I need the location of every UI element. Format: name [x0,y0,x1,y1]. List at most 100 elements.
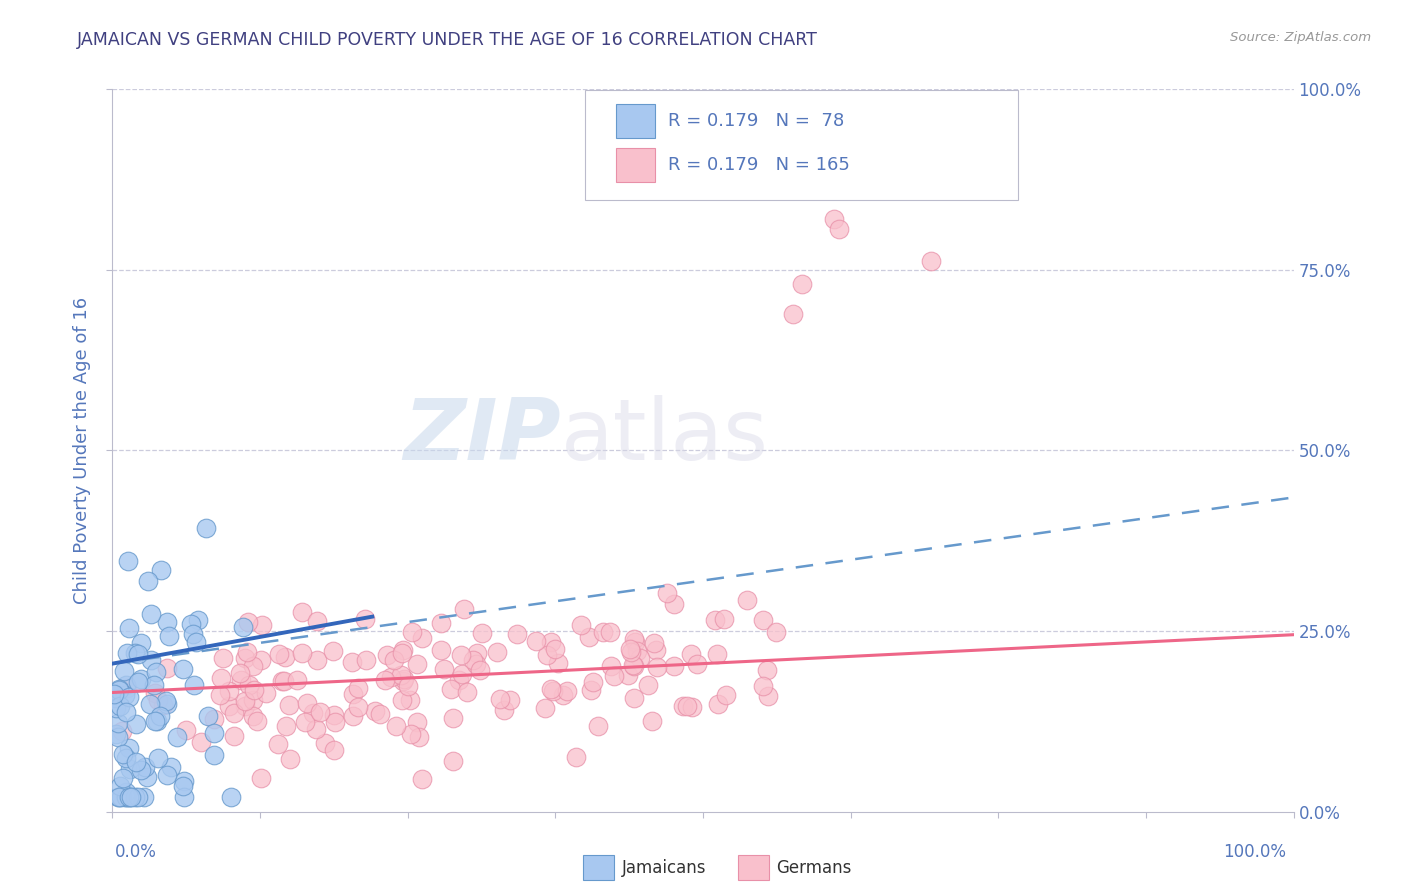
Point [342,708,364,723]
Point [246,714,269,728]
Point [141,652,163,666]
Point [430,642,453,657]
Point [411,772,433,786]
Point [110,790,132,805]
Point [623,691,645,706]
Point [129,672,152,686]
Point [172,663,194,677]
Point [104,726,127,740]
Point [124,790,146,805]
Point [242,693,264,707]
Point [401,624,423,639]
Point [202,748,225,763]
Point [623,635,645,649]
Point [704,613,727,627]
Point [115,646,138,660]
Point [323,743,346,757]
Point [485,645,508,659]
Point [655,586,678,600]
Point [735,593,758,607]
Y-axis label: Child Poverty Under the Age of 16: Child Poverty Under the Age of 16 [73,297,91,604]
Point [782,307,804,321]
Text: JAMAICAN VS GERMAN CHILD POVERTY UNDER THE AGE OF 16 CORRELATION CHART: JAMAICAN VS GERMAN CHILD POVERTY UNDER T… [77,31,818,49]
Point [197,709,219,723]
Point [139,697,162,711]
Point [250,772,273,786]
Point [149,708,172,723]
Point [714,689,737,703]
Point [115,751,138,765]
Point [453,602,475,616]
Point [228,665,250,680]
Point [494,703,516,717]
Point [706,647,728,661]
Point [250,617,273,632]
Point [307,653,329,667]
Point [662,598,685,612]
Point [323,714,346,729]
Point [342,655,364,669]
Point [273,674,295,689]
Point [294,714,316,729]
Point [396,679,419,693]
Point [232,620,254,634]
Point [582,674,605,689]
Point [111,723,134,738]
Point [117,554,139,568]
Point [267,647,290,661]
Point [108,699,131,714]
Point [160,760,183,774]
Point [536,648,558,662]
Point [143,714,166,728]
Point [112,771,135,785]
Point [187,614,209,628]
Point [114,678,136,692]
Point [238,678,260,692]
Point [291,605,314,619]
Point [323,708,346,723]
Point [156,768,179,782]
Point [588,718,610,732]
Point [127,674,149,689]
Point [637,678,659,692]
Point [375,648,398,663]
Point [156,661,179,675]
Point [108,789,131,804]
Point [127,647,149,661]
Point [752,679,775,693]
Text: atlas: atlas [561,394,769,477]
Point [157,629,180,643]
Point [194,521,217,535]
Point [145,686,167,700]
Point [621,658,644,673]
Point [103,687,125,701]
Point [392,673,415,688]
Point [117,741,139,756]
Point [645,642,668,657]
Point [600,659,623,673]
Point [267,737,290,751]
Point [347,700,370,714]
Point [141,607,163,622]
Point [112,664,135,678]
Text: Source: ZipAtlas.com: Source: ZipAtlas.com [1230,31,1371,45]
Point [617,668,640,682]
Point [118,622,141,636]
Point [107,730,129,744]
Point [920,254,942,268]
Point [108,682,131,697]
Point [305,722,328,736]
Point [681,647,703,661]
Point [212,651,235,665]
Point [391,692,413,706]
Point [236,615,259,629]
Point [114,785,136,799]
Point [156,615,179,629]
Point [202,725,225,739]
Point [233,651,256,665]
Point [547,656,569,670]
Point [641,714,664,728]
Point [243,682,266,697]
Point [406,715,429,730]
Point [117,681,139,696]
